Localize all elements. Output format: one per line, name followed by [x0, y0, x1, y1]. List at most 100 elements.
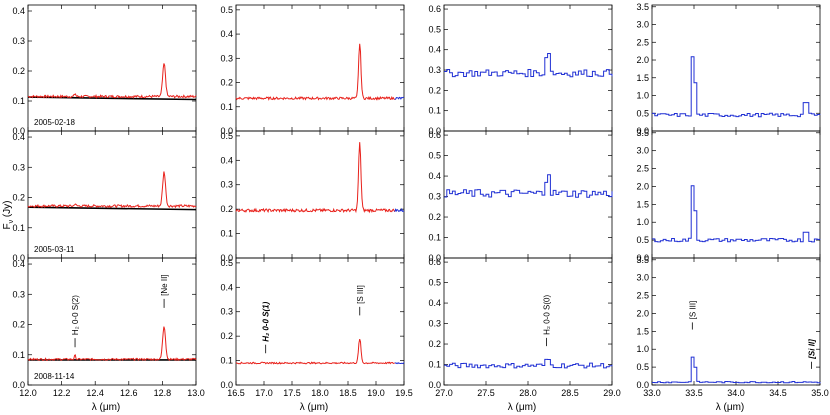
y-tick-label: 1.0: [636, 217, 649, 227]
y-tick-label: 0.0: [12, 253, 25, 263]
x-tick-label: 17.0: [255, 388, 273, 398]
epoch-date-label: 2005-03-11: [34, 245, 75, 254]
y-tick-label: 0.3: [12, 289, 25, 299]
y-tick-label: 0.6: [428, 4, 441, 14]
axes-frame: [443, 4, 613, 132]
panel-c0: 0.0 0.1 0.2 0.3 0.4 2005-02-18 0.0 0.1 0.2 0.3 0.4…: [12, 4, 205, 398]
y-tick-label: 0.5: [220, 5, 233, 15]
y-tick-label: 0.2: [220, 204, 233, 214]
line-id-label: H₂ 0-0 S(1): [262, 301, 271, 341]
y-tick-label: 0.3: [12, 162, 25, 172]
axes-frame: [27, 4, 197, 132]
x-tick-label: 12.6: [120, 388, 138, 398]
y-tick-label: 2.0: [636, 55, 649, 65]
y-tick-label: 3.5: [636, 128, 649, 138]
y-tick-label: 0.4: [12, 6, 25, 16]
y-tick-label: 0.0: [12, 380, 25, 390]
x-axis-title-panel-4: λ (μm): [716, 402, 745, 413]
x-tick-label: 28.0: [519, 388, 537, 398]
y-tick-label: 3.5: [636, 255, 649, 265]
y-tick-label: 0.5: [428, 151, 441, 161]
x-tick-label: 28.5: [561, 388, 579, 398]
y-tick-label: 0.0: [12, 126, 25, 136]
epoch-date-label: 2005-02-18: [34, 118, 75, 127]
x-tick-label: 17.5: [283, 388, 301, 398]
y-tick-label: 0.1: [220, 102, 233, 112]
y-tick-label: 0.1: [12, 223, 25, 233]
y-tick-label: 0.1: [220, 356, 233, 366]
panel-c1: 0.00.10.20.30.40.50.00.10.20.30.40.50.00…: [220, 4, 413, 398]
x-axis-title-panel-2: λ (μm): [300, 402, 329, 413]
y-tick-label: 0.5: [428, 278, 441, 288]
y-tick-label: 3.5: [636, 2, 649, 12]
spectrum-series: [652, 56, 821, 118]
x-tick-label: 18.5: [339, 388, 357, 398]
y-tick-label: 0.4: [220, 29, 233, 39]
y-tick-label: 0.4: [220, 282, 233, 292]
x-tick-label: 33.0: [643, 388, 661, 398]
y-tick-label: 0.4: [428, 171, 441, 181]
panel-c2: 0.00.10.20.30.40.50.60.00.10.20.30.40.50…: [428, 4, 620, 398]
axes-frame: [235, 4, 405, 132]
y-tick-label: 0.2: [428, 85, 441, 95]
y-tick-label: 0.1: [428, 360, 441, 370]
y-tick-label: 0.2: [220, 331, 233, 341]
x-tick-label: 19.0: [367, 388, 385, 398]
y-tick-label: 0.1: [428, 106, 441, 116]
y-tick-label: 0.2: [428, 339, 441, 349]
x-tick-label: 16.5: [227, 388, 245, 398]
spectrum-series: [27, 171, 197, 209]
spectrum-series: [444, 174, 613, 198]
x-tick-label: 12.8: [154, 388, 172, 398]
y-tick-label: 0.2: [12, 66, 25, 76]
y-tick-label: 0.5: [428, 24, 441, 34]
line-id-label: [S III]: [688, 301, 697, 320]
y-tick-label: 0.5: [220, 131, 233, 141]
y-tick-label: 1.0: [636, 344, 649, 354]
spectrum-series-tail: [394, 207, 405, 213]
y-tick-label: 1.5: [636, 199, 649, 209]
y-tick-label: 3.0: [636, 146, 649, 156]
y-tick-label: 0.0: [428, 253, 441, 263]
y-axis-title-unit: (Jy): [2, 200, 13, 219]
spectrum-series: [444, 53, 613, 78]
y-tick-label: 0.3: [220, 180, 233, 190]
line-id-label: H₂ 0-0 S(0): [542, 295, 551, 335]
y-tick-label: 0.0: [220, 253, 233, 263]
y-tick-label: 0.0: [636, 126, 649, 136]
x-tick-label: 27.5: [477, 388, 495, 398]
y-tick-label: 0.2: [220, 78, 233, 88]
x-tick-label: 19.5: [395, 388, 413, 398]
axes-frame: [651, 257, 821, 386]
x-tick-label: 35.0: [811, 388, 829, 398]
y-tick-label: 0.0: [428, 126, 441, 136]
x-tick-label: 12.0: [19, 388, 37, 398]
spectrum-series-tail: [394, 96, 405, 100]
y-tick-label: 0.4: [428, 298, 441, 308]
x-tick-label: 34.0: [727, 388, 745, 398]
x-tick-label: 29.0: [603, 388, 621, 398]
continuum-fit-line: [27, 206, 197, 211]
spectrum-series: [235, 43, 395, 101]
y-tick-label: 0.3: [220, 307, 233, 317]
x-tick-label: 33.5: [685, 388, 703, 398]
y-tick-label: 0.5: [636, 235, 649, 245]
panel-c3: 0.00.51.01.52.02.53.03.50.00.51.01.52.02…: [636, 2, 828, 398]
line-id-label: [Ne II]: [160, 274, 169, 295]
y-axis-title-sub: ν: [8, 219, 15, 223]
y-axis-title: Fν (Jy): [2, 200, 15, 229]
y-tick-label: 2.0: [636, 308, 649, 318]
y-tick-label: 1.0: [636, 91, 649, 101]
spectrum-series: [235, 142, 396, 214]
y-tick-label: 2.5: [636, 164, 649, 174]
y-tick-label: 0.0: [636, 380, 649, 390]
y-tick-label: 0.3: [428, 65, 441, 75]
x-tick-label: 27.0: [435, 388, 453, 398]
y-tick-label: 0.3: [12, 36, 25, 46]
x-axis-title-panel-1: λ (μm): [92, 402, 121, 413]
y-tick-label: 0.4: [12, 132, 25, 142]
y-tick-label: 0.1: [12, 350, 25, 360]
spectrum-series: [27, 63, 197, 99]
y-tick-label: 0.2: [428, 212, 441, 222]
